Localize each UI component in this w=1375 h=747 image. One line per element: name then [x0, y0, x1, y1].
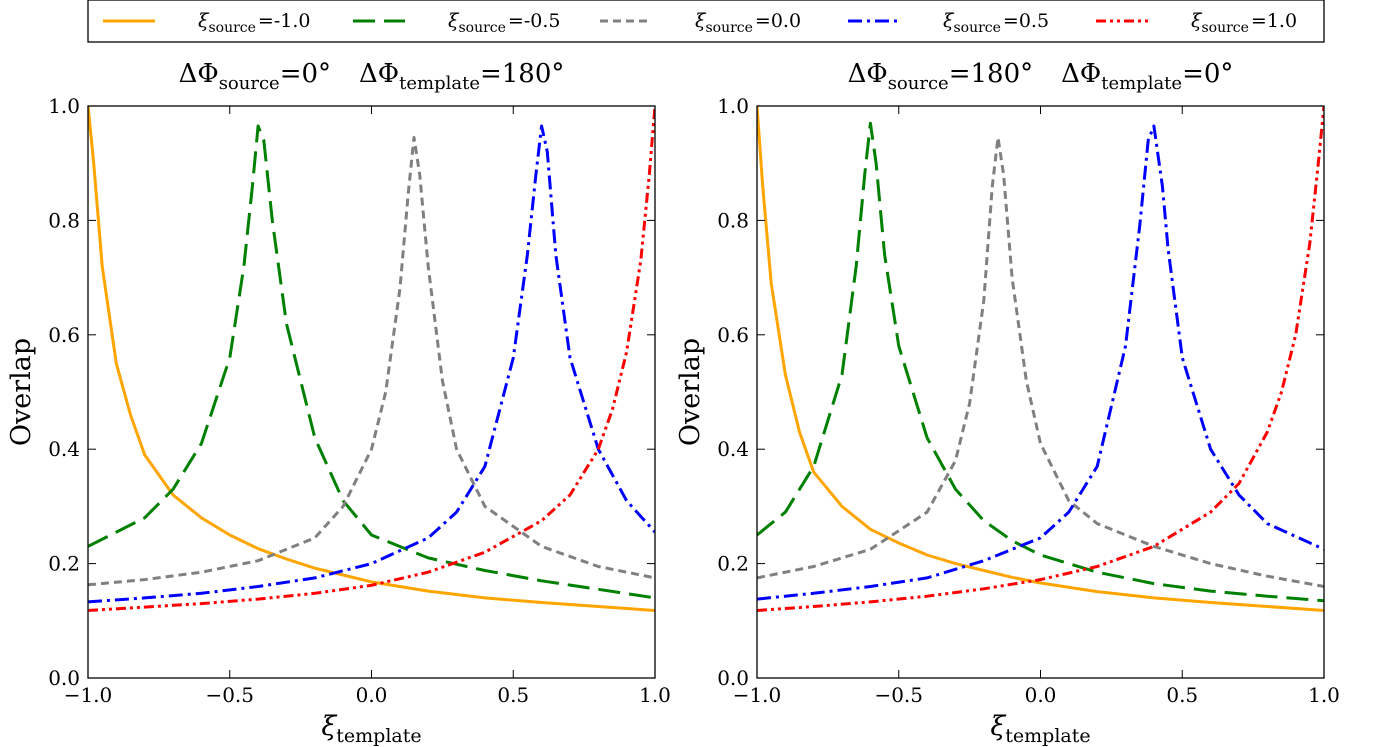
series-group — [757, 106, 1324, 612]
series-line-3 — [757, 124, 1324, 601]
y-axis-label: Overlap — [6, 338, 37, 446]
left-panel: −1.0 −0.5 0.0 0.5 1.0 0.0 0.2 0.4 0.6 0.8 1.0 ξtemp… — [6, 59, 671, 747]
x-tick-label: 0.0 — [356, 683, 388, 707]
x-tick-label: −1.0 — [64, 683, 113, 707]
x-tick-label: 0.5 — [497, 683, 529, 707]
y-tick-label: 1.0 — [48, 94, 80, 118]
legend-label-0: ξsource =-1.0 — [198, 10, 310, 36]
series-group — [88, 106, 655, 612]
series-line-0 — [88, 106, 655, 612]
x-axis-label: ξtemplate — [990, 711, 1090, 747]
series-line-2 — [88, 136, 655, 587]
x-tick-label: −1.0 — [733, 683, 782, 707]
series-line-1 — [88, 124, 655, 600]
y-axis-label: Overlap — [675, 338, 706, 446]
y-tick-label: 0.8 — [717, 208, 749, 232]
series-line-4 — [757, 106, 1324, 612]
x-axis-label: ξtemplate — [321, 711, 421, 747]
series-line-2 — [757, 136, 1324, 588]
right-panel: −1.0 −0.5 0.0 0.5 1.0 0.0 0.2 0.4 0.6 0.8 1.0 ξtemp… — [675, 59, 1340, 747]
y-tick-label: 0.6 — [48, 323, 80, 347]
y-tick-label: 0.2 — [48, 552, 80, 576]
panel-title: ΔΦsource=180° ΔΦtemplate=0° — [848, 59, 1234, 94]
legend-label-4: ξsource =1.0 — [1191, 10, 1297, 36]
y-tick-label: 0.6 — [717, 323, 749, 347]
legend-box — [87, 0, 1325, 43]
y-tick-label: 1.0 — [717, 94, 749, 118]
series-line-4 — [88, 106, 655, 612]
legend-label-3: ξsource =0.5 — [943, 10, 1049, 36]
x-tick-label: −0.5 — [205, 683, 254, 707]
series-line-3 — [88, 124, 655, 604]
legend: ξsource =-1.0 ξsource =-0.5 ξsource =0.0 ξsour… — [87, 0, 1325, 43]
y-tick-label: 0.2 — [717, 552, 749, 576]
x-tick-label: 1.0 — [1308, 683, 1340, 707]
y-tick-label: 0.4 — [48, 437, 80, 461]
y-tick-label: 0.4 — [717, 437, 749, 461]
series-line-1 — [757, 121, 1324, 603]
x-tick-label: 0.5 — [1166, 683, 1198, 707]
series-line-0 — [757, 106, 1324, 612]
plot-frame — [87, 105, 656, 679]
y-tick-label: 0.0 — [717, 666, 749, 690]
y-tick-label: 0.8 — [48, 208, 80, 232]
x-tick-label: −0.5 — [874, 683, 923, 707]
x-tick-label: 1.0 — [639, 683, 671, 707]
legend-label-2: ξsource =0.0 — [695, 10, 801, 36]
x-tick-label: 0.0 — [1025, 683, 1057, 707]
legend-label-1: ξsource =-0.5 — [448, 10, 560, 36]
panel-title: ΔΦsource=0° ΔΦtemplate=180° — [179, 59, 565, 94]
y-tick-label: 0.0 — [48, 666, 80, 690]
